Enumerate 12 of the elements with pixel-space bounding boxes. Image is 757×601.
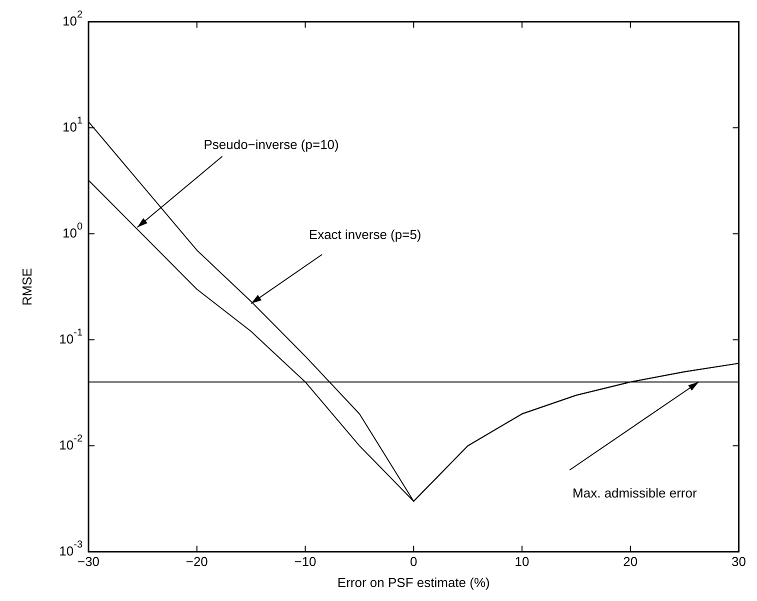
x-tick-label: −10 <box>294 554 316 570</box>
x-tick-label: 0 <box>410 554 418 570</box>
x-axis-title: Error on PSF estimate (%) <box>337 574 490 590</box>
x-tick-label: 20 <box>623 554 638 570</box>
x-tick-label: −20 <box>186 554 208 570</box>
y-axis-title: RMSE <box>19 268 34 306</box>
annotation: Pseudo−inverse (p=10) <box>204 136 339 152</box>
x-tick-label: 30 <box>732 554 746 570</box>
annotation: Exact inverse (p=5) <box>308 227 422 242</box>
annotation: Max. admissible error <box>572 486 698 501</box>
x-tick-label: −30 <box>77 554 100 570</box>
x-tick-label: 10 <box>514 554 530 570</box>
